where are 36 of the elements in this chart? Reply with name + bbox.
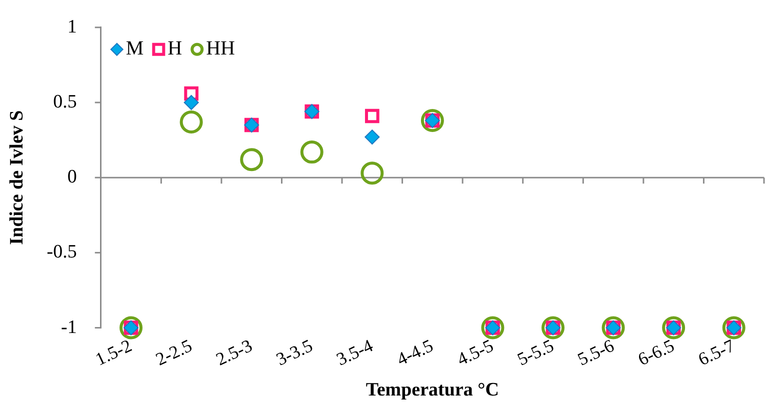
x-tick-label: 4-4.5: [394, 335, 436, 370]
point: [662, 316, 686, 340]
point: [120, 316, 143, 340]
point: [184, 86, 198, 101]
y-tick-label: 1: [67, 16, 77, 38]
point: [542, 316, 565, 340]
point: [722, 316, 746, 340]
point: [180, 110, 203, 134]
x-tick-label: 6.5-7: [695, 335, 738, 370]
x-tick-label: 6-6.5: [634, 335, 678, 370]
x-tick-label: 2.5-3: [212, 335, 256, 370]
x-axis-title: Temperatura °C: [366, 380, 499, 401]
x-tick-label: 4.5-5: [454, 335, 496, 370]
legend-label: HH: [206, 38, 235, 60]
legend-label: H: [168, 38, 182, 60]
point: [360, 162, 384, 185]
point: [420, 109, 444, 132]
x-tick-label: 3.5-4: [333, 335, 376, 370]
point: [184, 94, 199, 110]
x-tick-label: 3-3.5: [273, 335, 316, 370]
y-tick-label: 0.5: [53, 91, 77, 112]
x-tick-label: 1.5-2: [92, 335, 135, 370]
legend-label: M: [126, 38, 144, 60]
y-axis-title: Indice de Ivlev S: [6, 110, 28, 245]
point: [481, 316, 504, 340]
point: [364, 130, 380, 145]
point: [240, 148, 264, 172]
y-tick-label: -1: [61, 316, 77, 338]
x-tick-label: 5-5.5: [514, 335, 557, 370]
point: [602, 316, 625, 340]
point: [365, 108, 380, 124]
point: [300, 140, 324, 164]
y-tick-label: -0.5: [46, 242, 77, 263]
x-tick-label: 5.5-6: [574, 335, 617, 370]
y-tick-label: 0: [67, 166, 77, 188]
x-tick-label: 2-2.5: [152, 335, 195, 370]
